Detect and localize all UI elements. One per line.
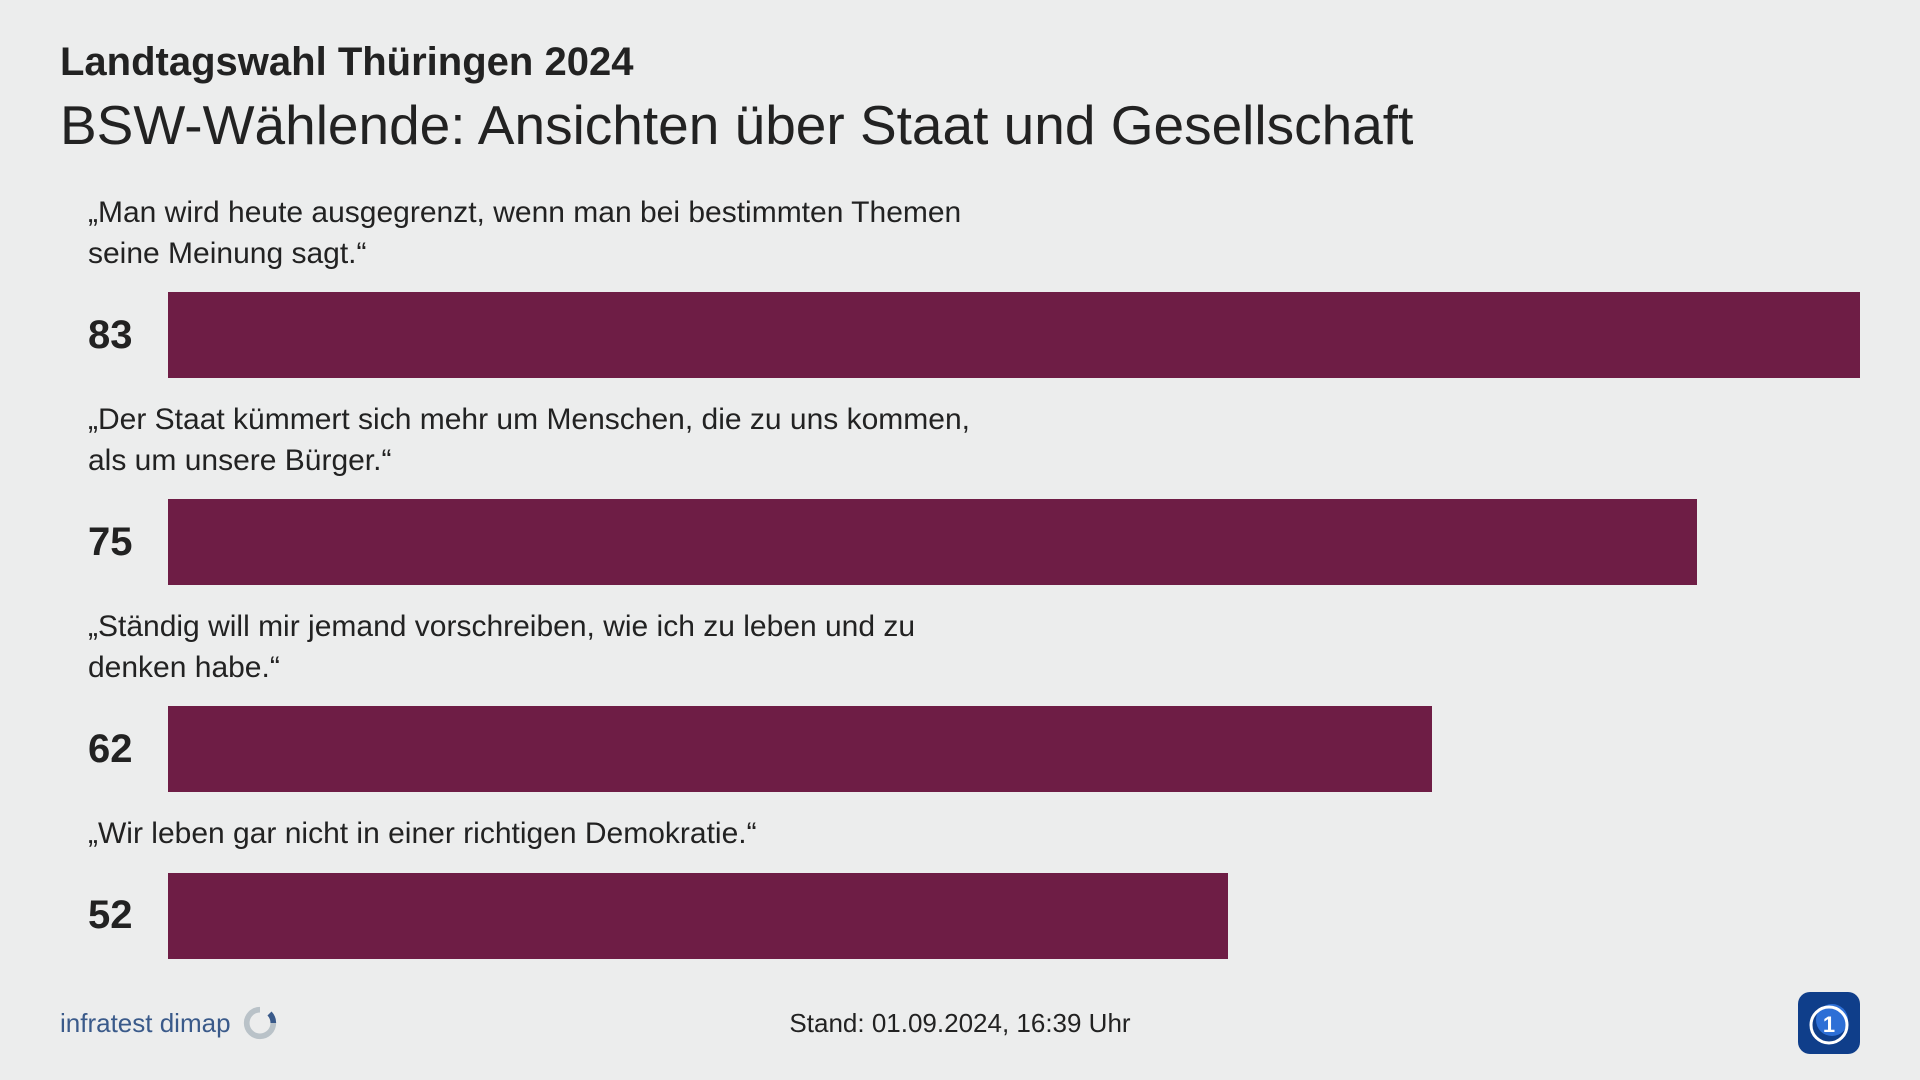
infratest-dimap-logo-icon: [241, 1004, 279, 1042]
bar-fill: [168, 499, 1697, 585]
bar-line: 75: [88, 499, 1860, 585]
bar-fill: [168, 873, 1228, 959]
bar-value: 75: [88, 520, 168, 565]
timestamp: Stand: 01.09.2024, 16:39 Uhr: [789, 1008, 1130, 1039]
bar-track: [168, 292, 1860, 378]
statement-label: „Wir leben gar nicht in einer richtigen …: [88, 814, 988, 855]
bar-value: 62: [88, 727, 168, 772]
svg-text:1: 1: [1823, 1012, 1835, 1037]
chart-title: BSW-Wählende: Ansichten über Staat und G…: [60, 93, 1860, 157]
statement-label: „Ständig will mir jemand vorschreiben, w…: [88, 607, 988, 688]
bar-value: 52: [88, 893, 168, 938]
bar-track: [168, 873, 1860, 959]
bar-track: [168, 706, 1860, 792]
chart-row: „Man wird heute ausgegrenzt, wenn man be…: [88, 193, 1860, 378]
super-title: Landtagswahl Thüringen 2024: [60, 40, 1860, 85]
statement-label: „Man wird heute ausgegrenzt, wenn man be…: [88, 193, 988, 274]
chart-row: „Wir leben gar nicht in einer richtigen …: [88, 814, 1860, 959]
bar-value: 83: [88, 313, 168, 358]
bar-fill: [168, 706, 1432, 792]
ard-badge-icon: 1: [1798, 992, 1860, 1054]
chart-footer: infratest dimap Stand: 01.09.2024, 16:39…: [60, 992, 1860, 1054]
bar-line: 62: [88, 706, 1860, 792]
source-attribution: infratest dimap: [60, 1004, 279, 1042]
timestamp-value: 01.09.2024, 16:39 Uhr: [872, 1008, 1131, 1038]
chart-row: „Der Staat kümmert sich mehr um Menschen…: [88, 400, 1860, 585]
bar-chart: „Man wird heute ausgegrenzt, wenn man be…: [60, 193, 1860, 959]
timestamp-prefix: Stand:: [789, 1008, 871, 1038]
bar-line: 52: [88, 873, 1860, 959]
bar-fill: [168, 292, 1860, 378]
bar-track: [168, 499, 1860, 585]
statement-label: „Der Staat kümmert sich mehr um Menschen…: [88, 400, 988, 481]
chart-row: „Ständig will mir jemand vorschreiben, w…: [88, 607, 1860, 792]
source-label: infratest dimap: [60, 1008, 231, 1039]
chart-canvas: Landtagswahl Thüringen 2024 BSW-Wählende…: [0, 0, 1920, 1080]
bar-line: 83: [88, 292, 1860, 378]
